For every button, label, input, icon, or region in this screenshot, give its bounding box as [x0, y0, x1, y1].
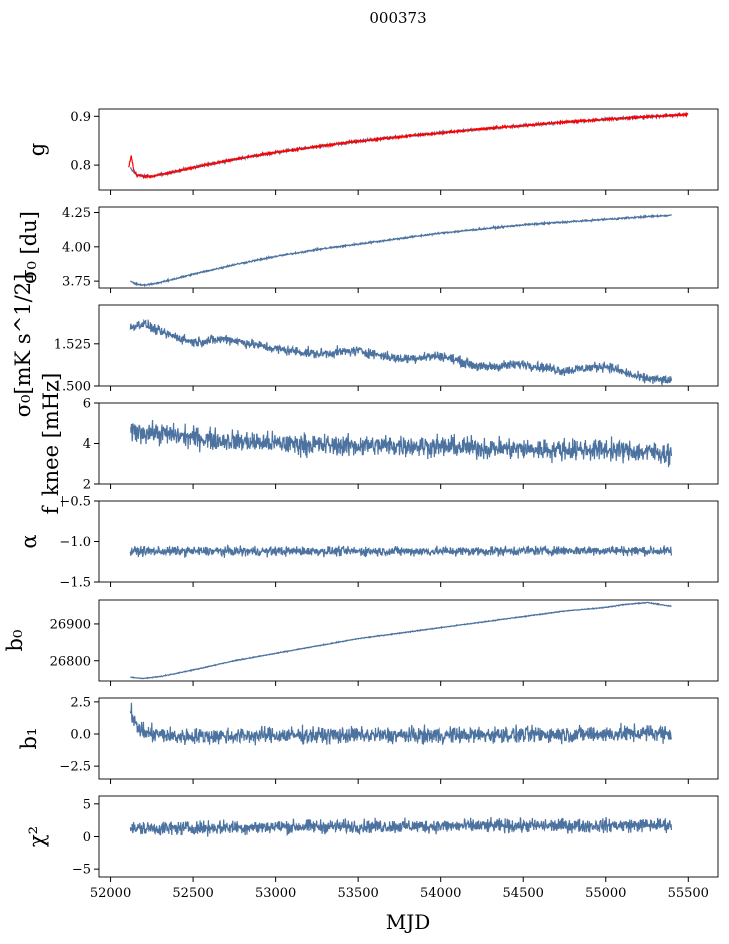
panels: 0.8 0.9 g 3.75 4.00 4.25 σ₀ [du] 1.500 1.525 σ₀[m… [3, 108, 719, 901]
panel-frame [98, 304, 719, 387]
y-tick-label: −2.5 [59, 760, 91, 775]
y-tick-label: 1.525 [54, 337, 91, 352]
y-tick-label: 0.9 [70, 110, 91, 125]
y-axis-label: σ₀[mK s^1/2] [11, 274, 35, 418]
panel-frame [98, 500, 719, 583]
panel-frame [98, 108, 719, 191]
y-tick-label: 5 [83, 797, 91, 812]
y-tick-label: −1.0 [59, 535, 91, 550]
panel-frame [98, 206, 719, 289]
x-tick-label: 55500 [668, 886, 709, 901]
y-axis-label: σ₀ [du] [17, 211, 41, 284]
y-axis-label: b₀ [3, 630, 27, 652]
series-line-1 [129, 544, 673, 558]
y-tick-label: 0 [83, 830, 91, 845]
x-tick-label: 53000 [255, 886, 296, 901]
y-tick-label: −5 [72, 863, 91, 878]
y-tick-label: 4.25 [62, 206, 91, 221]
panel-frame [98, 697, 719, 780]
y-tick-label: 6 [83, 397, 91, 412]
y-tick-label: −0.5 [59, 495, 91, 510]
x-tick-label: 52000 [90, 886, 131, 901]
y-tick-label: 4 [83, 437, 91, 452]
series-line-1 [129, 419, 673, 468]
y-tick-label: 26800 [50, 654, 91, 669]
y-tick-label: 0.8 [70, 159, 91, 174]
panel-frame [98, 599, 719, 682]
panel-frame [98, 795, 719, 878]
y-tick-label: 1.500 [54, 380, 91, 395]
series-line-2 [128, 111, 689, 180]
y-tick-label: 2.5 [70, 695, 91, 710]
series-line-1 [129, 702, 673, 746]
y-axis-label: χ² [25, 826, 49, 847]
panel-2: 3.75 4.00 4.25 σ₀ [du] [17, 206, 719, 293]
x-tick-label: 54000 [420, 886, 461, 901]
y-tick-label: 26900 [50, 617, 91, 632]
y-tick-label: 4.00 [62, 240, 91, 255]
y-tick-label: −1.5 [59, 576, 91, 591]
y-axis-label: α [17, 534, 41, 548]
figure-title: 000373 [369, 9, 426, 27]
panel-8: −5 0 5 52000 52500 53000 53500 54000 54500 55000 5… [25, 795, 719, 901]
series-line-1 [129, 213, 672, 288]
panel-7: −2.5 0.0 2.5 b₁ [17, 695, 719, 784]
y-axis-label: b₁ [17, 728, 41, 750]
panel-6: 26800 26900 b₀ [3, 599, 719, 686]
y-axis-label: f_knee [mHz] [39, 373, 63, 515]
panel-5: −1.5 −1.0 −0.5 α [17, 495, 719, 591]
x-axis-label: MJD [386, 910, 431, 934]
y-tick-label: 0.0 [70, 728, 91, 743]
series-line-1 [129, 318, 673, 386]
y-tick-label: 3.75 [62, 275, 91, 290]
series-line-1 [129, 816, 673, 837]
panel-3: 1.500 1.525 σ₀[mK s^1/2] [11, 274, 719, 418]
y-axis-label: g [25, 143, 49, 156]
x-tick-label: 53500 [337, 886, 378, 901]
x-tick-label: 52500 [172, 886, 213, 901]
panel-4: 2 4 6 f_knee [mHz] [39, 373, 719, 515]
series-line-1 [130, 601, 672, 680]
x-tick-label: 55000 [585, 886, 626, 901]
series-line-1 [129, 111, 689, 180]
panel-1: 0.8 0.9 g [25, 108, 719, 195]
x-tick-label: 54500 [503, 886, 544, 901]
y-tick-label: 2 [83, 478, 91, 493]
